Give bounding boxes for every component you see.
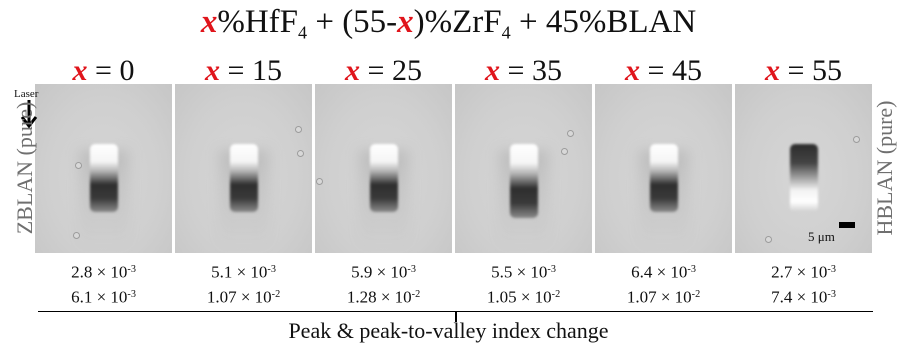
index-modification [650,144,678,212]
index-modification [510,144,538,218]
column-value: = 15 [220,54,282,87]
peak-to-valley-value-35: 1.05 × 10-2 [486,287,561,307]
peak-to-valley-value-55: 7.4 × 10-3 [771,287,836,307]
index-modification [230,144,258,212]
column-label-35: x = 35 [455,54,592,88]
speck [73,232,80,239]
column-variable: x [765,54,781,87]
title-part-4: + 45%BLAN [510,4,697,40]
title-part-3: )%ZrF [413,4,502,40]
peak-value-35: 5.5 × 10-3 [491,262,556,282]
micrograph-panel-0 [35,84,172,253]
peak-to-valley-value-25: 1.28 × 10-2 [346,287,421,307]
speck [316,178,323,185]
speck [567,130,574,137]
peak-value-0: 2.8 × 10-3 [71,262,136,282]
title-part-1: %HfF [217,4,298,40]
title-subscript-1: 4 [298,22,308,43]
scale-bar-label: 5 μm [808,229,835,244]
index-modification [370,144,398,212]
bottom-rule-tick [455,311,457,322]
column-label-0: x = 0 [35,54,172,88]
column-variable: x [205,54,221,87]
column-value: = 45 [640,54,702,87]
peak-value-15: 5.1 × 10-3 [211,262,276,282]
right-side-label: HBLAN (pure) [872,100,897,236]
left-side-label: ZBLAN (pure) [12,101,37,235]
title-variable: x [397,4,414,40]
title-part-2: + (55- [307,4,398,40]
column-variable: x [345,54,361,87]
speck [295,126,302,133]
bottom-label: Peak & peak-to-valley index change [288,318,609,343]
micrograph-panel-35 [455,84,592,253]
column-label-45: x = 45 [595,54,732,88]
index-modification [90,144,118,212]
peak-value-45: 6.4 × 10-3 [631,262,696,282]
index-modification [790,144,818,212]
column-value: = 35 [500,54,562,87]
peak-to-valley-value-0: 6.1 × 10-3 [71,287,136,307]
column-value: = 0 [87,54,135,87]
peak-to-valley-value-45: 1.07 × 10-2 [626,287,701,307]
speck [75,162,82,169]
scale-bar [839,222,855,228]
column-variable: x [485,54,501,87]
column-label-25: x = 25 [315,54,452,88]
micrograph-panel-45 [595,84,732,253]
column-value: = 55 [780,54,842,87]
peak-value-25: 5.9 × 10-3 [351,262,416,282]
laser-label: Laser [14,88,39,100]
column-label-55: x = 55 [735,54,872,88]
down-arrow-icon [20,100,38,129]
speck [297,150,304,157]
peak-value-55: 2.7 × 10-3 [771,262,836,282]
column-variable: x [72,54,88,87]
micrograph-panel-25 [315,84,452,253]
figure-title: x%HfF4 + (55-x)%ZrF4 + 45%BLAN [0,2,897,52]
title-subscript-2: 4 [501,22,511,43]
column-variable: x [625,54,641,87]
micrograph-panel-15 [175,84,312,253]
column-label-15: x = 15 [175,54,312,88]
column-value: = 25 [360,54,422,87]
speck [853,136,860,143]
peak-to-valley-value-15: 1.07 × 10-2 [206,287,281,307]
speck [765,236,772,243]
title-variable: x [200,4,218,40]
speck [561,148,568,155]
